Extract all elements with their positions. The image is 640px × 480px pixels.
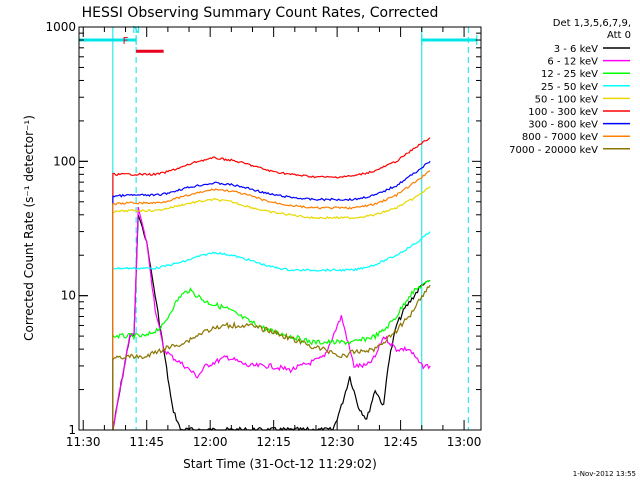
- x-tick-label: 12:45: [383, 435, 418, 449]
- y-axis-label: Corrected Count Rate (s⁻¹ detector⁻¹): [22, 115, 36, 341]
- series-line-7000-20000-kev: [112, 284, 431, 430]
- y-tick-label: 10: [61, 289, 76, 303]
- legend-label-300-800-kev: 300 - 800 keV: [528, 120, 598, 131]
- x-tick-label: 11:45: [129, 435, 164, 449]
- series-layer: [112, 137, 431, 432]
- series-line-6-12-kev: [112, 206, 431, 430]
- series-line-50-100-kev: [112, 186, 431, 430]
- axis-layer: 1 10 100 1000 11:30 11:45 12:00 12:15 12:30 12:45…: [45, 20, 482, 449]
- y-tick-label: 1000: [45, 20, 76, 34]
- legend-label-25-50-kev: 25 - 50 keV: [541, 82, 598, 93]
- x-axis-label: Start Time (31-Oct-12 11:29:02): [183, 457, 377, 471]
- annotation-n: N: [132, 25, 139, 36]
- series-line-3-6-kev: [112, 214, 431, 432]
- legend-label-6-12-kev: 6 - 12 keV: [547, 57, 598, 68]
- series-line-300-800-kev: [112, 160, 431, 430]
- legend-label-800-7000-kev: 800 - 7000 keV: [522, 132, 598, 143]
- series-line-100-300-kev: [112, 137, 431, 430]
- annotation-f: F: [123, 36, 129, 47]
- plot-markers: FN: [78, 25, 478, 430]
- legend-label-7000-20000-kev: 7000 - 20000 keV: [509, 145, 598, 156]
- legend-header-line-0: Det 1,3,5,6,7,9,: [553, 18, 631, 29]
- x-tick-label: 13:00: [447, 435, 482, 449]
- footer-timestamp: 1-Nov-2012 13:55: [573, 470, 636, 478]
- x-tick-label: 12:30: [320, 435, 355, 449]
- y-tick-label: 100: [53, 154, 76, 168]
- series-line-25-50-kev: [112, 231, 431, 430]
- legend-label-12-25-kev: 12 - 25 keV: [541, 69, 598, 80]
- legend-label-50-100-kev: 50 - 100 keV: [535, 94, 599, 105]
- x-tick-label: 12:15: [256, 435, 291, 449]
- y-tick-label: 1: [68, 423, 76, 437]
- x-tick-label: 11:30: [66, 435, 101, 449]
- series-line-800-7000-kev: [112, 170, 431, 430]
- legend-label-100-300-kev: 100 - 300 keV: [528, 107, 598, 118]
- plot-frame: [78, 26, 482, 431]
- x-tick-label: 12:00: [193, 435, 228, 449]
- legend-label-3-6-kev: 3 - 6 keV: [554, 44, 598, 55]
- legend-header-line-1: Att 0: [607, 30, 631, 41]
- legend: Det 1,3,5,6,7,9,Att 0 3 - 6 keV 6 - 12 keV…: [509, 18, 631, 156]
- chart-title: HESSI Observing Summary Count Rates, Cor…: [82, 5, 439, 21]
